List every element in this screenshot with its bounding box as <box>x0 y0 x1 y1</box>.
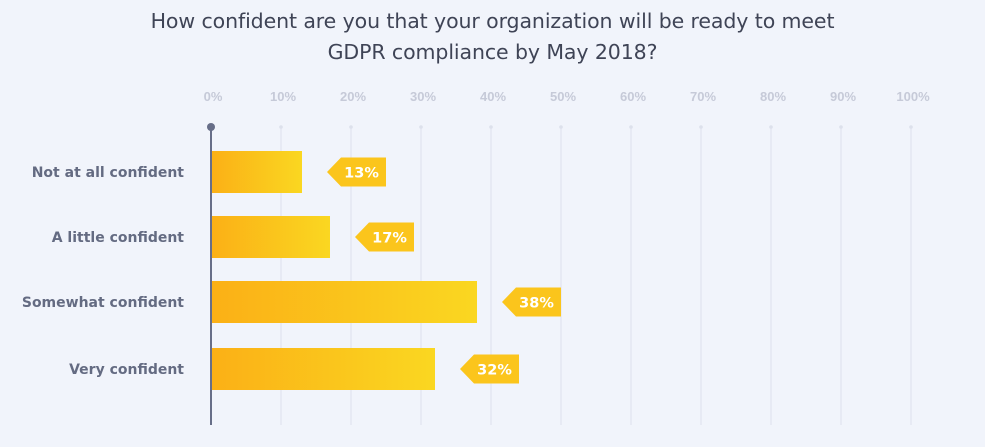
chart-title-line-2: GDPR compliance by May 2018? <box>327 40 658 64</box>
data-label: 13% <box>344 166 379 182</box>
x-tick-label: 50% <box>550 89 576 104</box>
bar <box>211 151 302 193</box>
x-tick-label: 100% <box>896 89 930 104</box>
category-label: A little confident <box>52 230 185 246</box>
x-tick-label: 30% <box>410 89 436 104</box>
gridline-dot <box>839 125 843 129</box>
bar <box>211 216 330 258</box>
x-tick-label: 0% <box>204 89 223 104</box>
x-tick-label: 20% <box>340 89 366 104</box>
x-tick-label: 10% <box>270 89 296 104</box>
data-label: 17% <box>372 231 407 247</box>
x-tick-label: 80% <box>760 89 786 104</box>
bar <box>211 281 477 323</box>
gridline-dot <box>349 125 353 129</box>
data-label: 38% <box>519 296 554 312</box>
gridline-dot <box>909 125 913 129</box>
x-tick-label: 40% <box>480 89 506 104</box>
gridline-dot <box>629 125 633 129</box>
gridline-dot <box>699 125 703 129</box>
chart-title: How confident are you that your organiza… <box>0 6 985 68</box>
gridline-dot <box>279 125 283 129</box>
gridline-dot <box>559 125 563 129</box>
data-label: 32% <box>477 363 512 379</box>
category-label: Somewhat confident <box>22 295 184 311</box>
category-label: Very confident <box>69 362 184 378</box>
value-callout <box>460 354 519 384</box>
value-callout <box>502 287 561 317</box>
gridline-dot <box>769 125 773 129</box>
x-tick-label: 90% <box>830 89 856 104</box>
chart-title-line-1: How confident are you that your organiza… <box>150 9 835 33</box>
value-callout <box>355 222 414 252</box>
axis-origin-dot <box>207 123 215 131</box>
x-tick-label: 70% <box>690 89 716 104</box>
value-callout <box>327 157 386 187</box>
category-label: Not at all confident <box>32 165 185 181</box>
gridline-dot <box>419 125 423 129</box>
bar <box>211 348 435 390</box>
gridline-dot <box>489 125 493 129</box>
x-tick-label: 60% <box>620 89 646 104</box>
